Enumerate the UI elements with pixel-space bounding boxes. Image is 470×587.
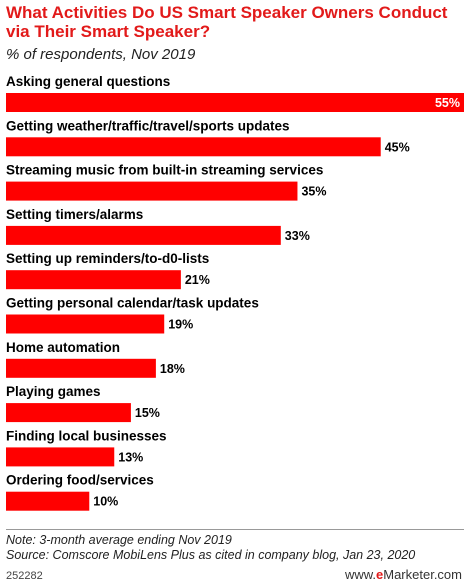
category-label: Playing games xyxy=(6,384,101,399)
category-label: Setting up reminders/to-d0-lists xyxy=(6,251,209,266)
category-label: Asking general questions xyxy=(6,74,170,89)
brand-e: e xyxy=(376,567,384,582)
bar-chart: Asking general questions 55% Getting weath… xyxy=(6,74,464,511)
bar xyxy=(6,270,181,290)
bar xyxy=(6,225,281,245)
chart-title: What Activities Do US Smart Speaker Owne… xyxy=(6,3,448,41)
category-label: Streaming music from built-in streaming … xyxy=(6,163,323,178)
value-label: 21% xyxy=(185,273,210,287)
footer-divider xyxy=(6,529,464,530)
bar xyxy=(6,491,90,511)
note-text: Note: 3-month average ending Nov 2019 xyxy=(6,533,232,547)
value-label: 13% xyxy=(118,450,143,464)
value-label: 10% xyxy=(93,495,118,509)
category-label: Finding local businesses xyxy=(6,428,167,443)
category-label: Home automation xyxy=(6,340,120,355)
chart-id: 252282 xyxy=(6,570,43,582)
bar xyxy=(6,181,298,201)
brand-logo[interactable]: www.eMarketer.com xyxy=(345,567,462,582)
brand-rest: Marketer.com xyxy=(383,567,462,582)
bar xyxy=(6,358,156,378)
bar xyxy=(6,93,464,112)
chart-subtitle: % of respondents, Nov 2019 xyxy=(6,46,196,63)
value-label: 15% xyxy=(135,406,160,420)
category-label: Setting timers/alarms xyxy=(6,207,143,222)
value-label: 33% xyxy=(285,229,310,243)
value-label: 18% xyxy=(160,362,185,376)
brand-prefix: www. xyxy=(344,567,377,582)
source-text: Source: Comscore MobiLens Plus as cited … xyxy=(6,548,416,562)
bar xyxy=(6,314,165,334)
value-label: 19% xyxy=(168,318,193,332)
footer-note: Note: 3-month average ending Nov 2019 So… xyxy=(6,533,415,563)
category-label: Ordering food/services xyxy=(6,473,154,488)
value-label: 45% xyxy=(385,140,410,154)
bar xyxy=(6,447,115,467)
value-label: 35% xyxy=(301,185,326,199)
value-label: 55% xyxy=(435,96,460,110)
category-label: Getting weather/traffic/travel/sports up… xyxy=(6,118,290,133)
bar xyxy=(6,137,381,157)
bar xyxy=(6,403,131,423)
category-label: Getting personal calendar/task updates xyxy=(6,296,259,311)
